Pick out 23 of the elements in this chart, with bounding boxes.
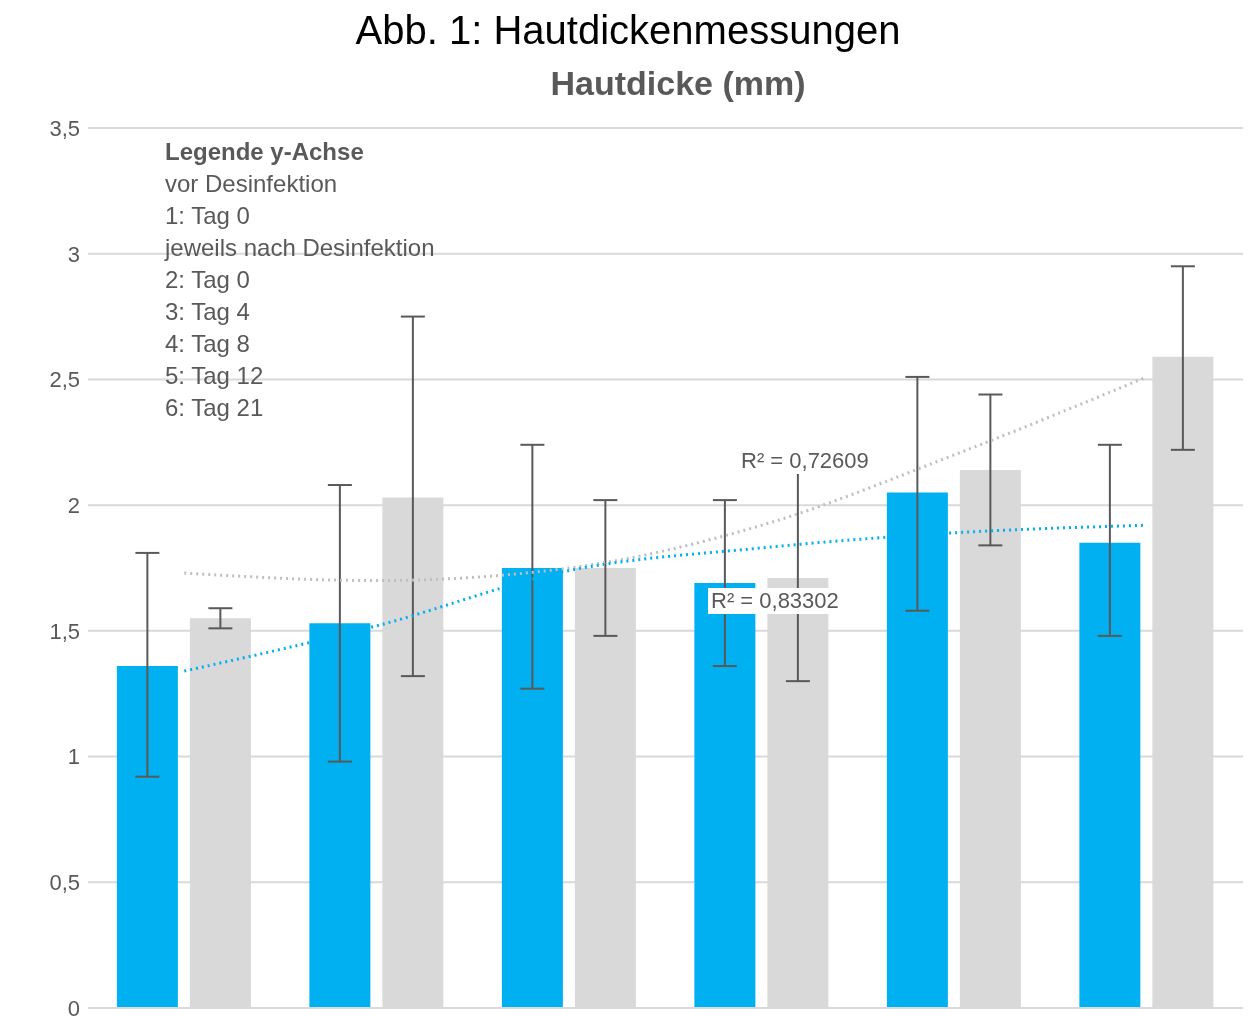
- annotation: Legende y-Achse: [165, 137, 365, 167]
- annotation: 5: Tag 12: [165, 361, 265, 391]
- bar: [116, 666, 178, 1008]
- annotation: 2: Tag 0: [165, 265, 251, 295]
- y-tick-label: 0,5: [49, 870, 80, 896]
- y-tick-label: 3: [67, 241, 80, 267]
- annotation: 6: Tag 21: [165, 393, 265, 423]
- annotation: vor Desinfektion: [165, 169, 339, 199]
- y-tick-label: 1,5: [49, 618, 80, 644]
- annotation: R² = 0,72609: [738, 448, 872, 474]
- chart-title: Abb. 1: Hautdickenmessungen: [354, 8, 902, 53]
- y-tick-label: 3,5: [49, 115, 80, 141]
- annotation: 1: Tag 0: [165, 201, 251, 231]
- y-tick-label: 2: [67, 492, 80, 518]
- chart-subtitle: Hautdicke (mm): [549, 64, 807, 103]
- annotation: 3: Tag 4: [165, 297, 251, 327]
- y-tick-label: 0: [67, 995, 80, 1021]
- annotation: jeweils nach Desinfektion: [165, 233, 435, 263]
- y-tick-label: 2,5: [49, 367, 80, 393]
- bar: [1079, 542, 1141, 1008]
- annotation: 4: Tag 8: [165, 329, 251, 359]
- y-tick-label: 1: [67, 744, 80, 770]
- annotation: R² = 0,83302: [708, 588, 842, 614]
